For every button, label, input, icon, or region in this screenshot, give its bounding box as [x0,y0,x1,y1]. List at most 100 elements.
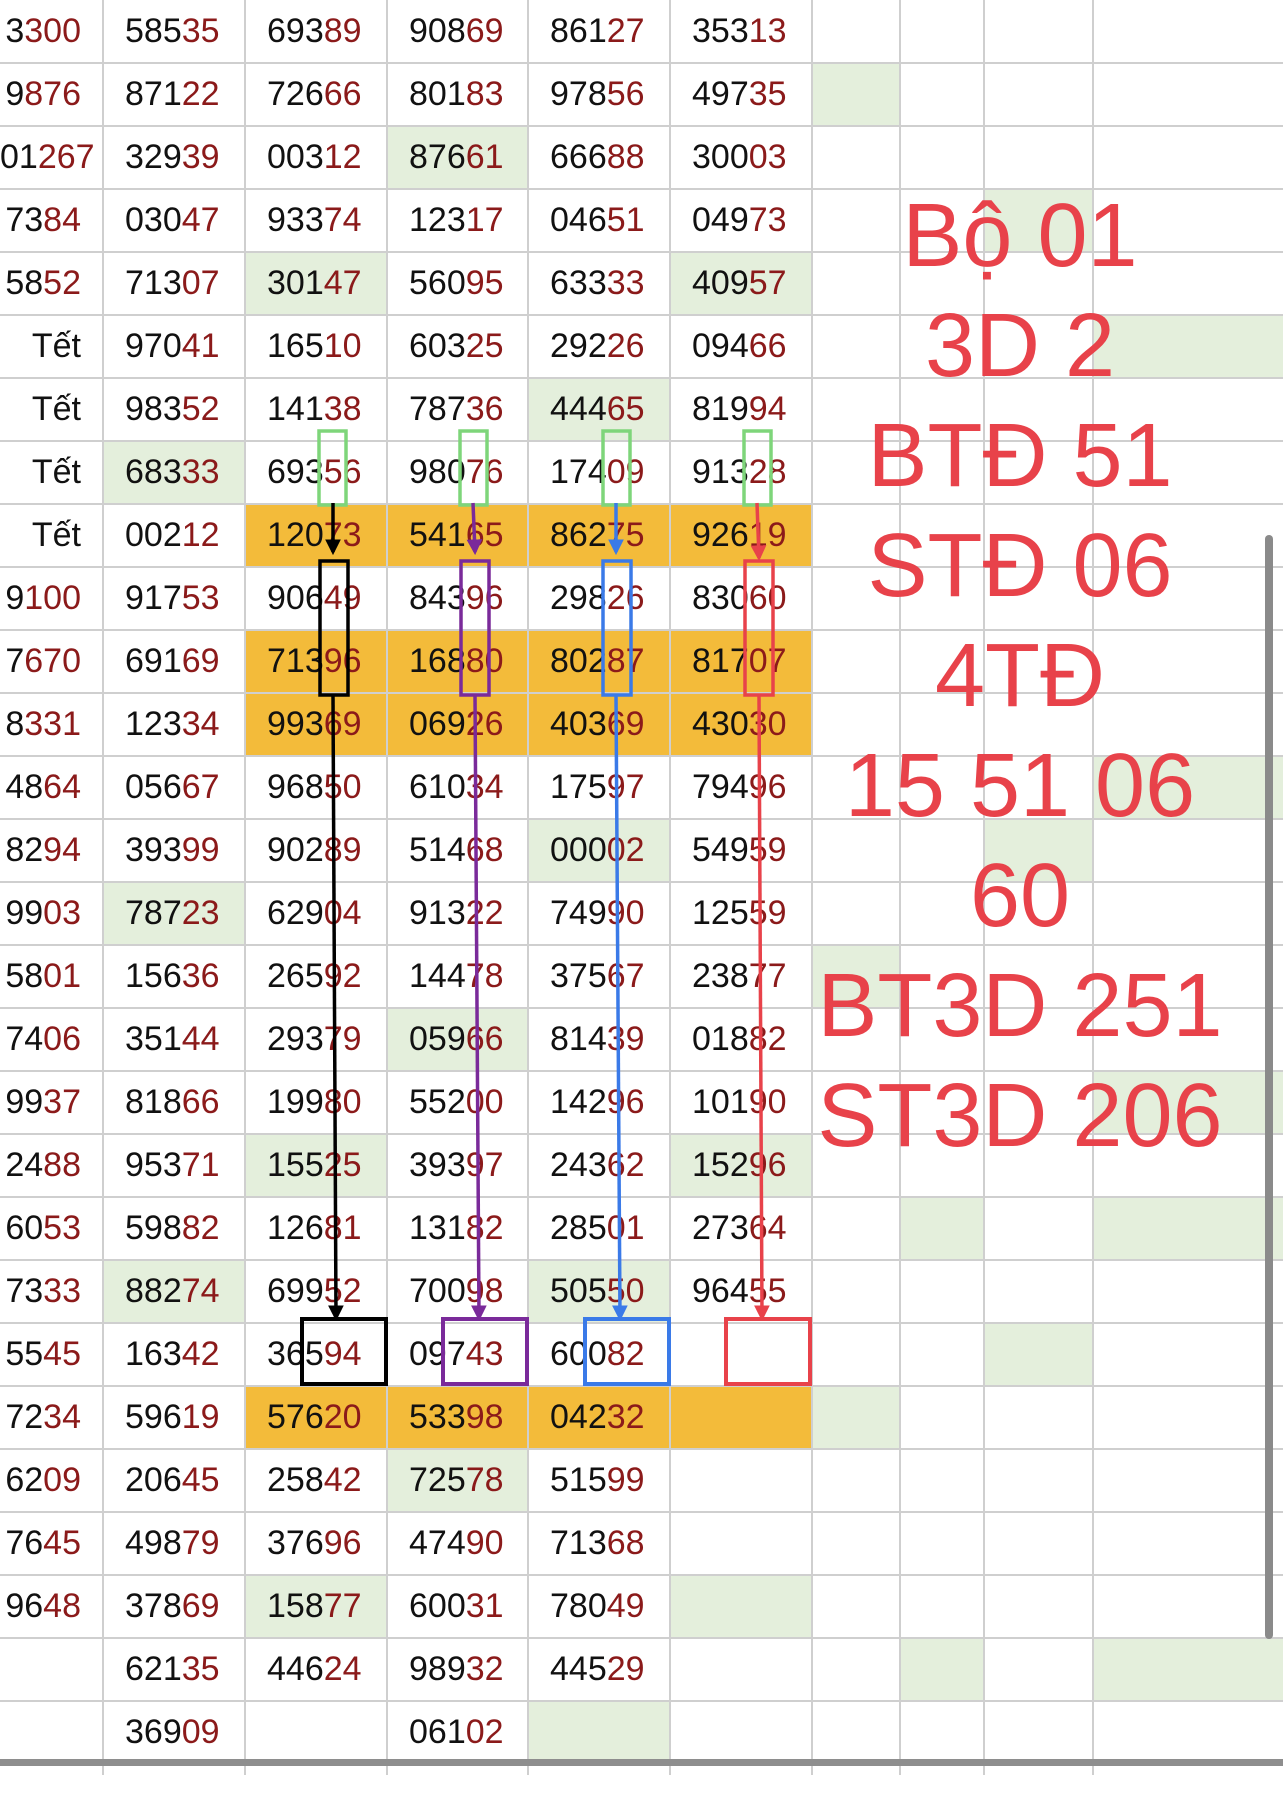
grid-cell[interactable]: 72578 [387,1449,528,1512]
grid-cell[interactable]: 69952 [245,1260,387,1323]
grid-cell[interactable]: 27364 [670,1197,812,1260]
grid-cell[interactable]: 37869 [103,1575,245,1638]
grid-cell[interactable]: 00002 [528,819,670,882]
grid-cell[interactable]: 17409 [528,441,670,504]
grid-cell[interactable]: 9937 [0,1071,103,1134]
grid-cell[interactable]: 7645 [0,1512,103,1575]
grid-cell[interactable]: Tết [0,315,103,378]
grid-cell[interactable]: 05966 [387,1008,528,1071]
grid-cell[interactable]: 12681 [245,1197,387,1260]
grid-cell[interactable]: 3300 [0,0,103,63]
grid-cell[interactable]: 90289 [245,819,387,882]
grid-cell[interactable]: 70098 [387,1260,528,1323]
grid-cell[interactable]: 19980 [245,1071,387,1134]
grid-cell[interactable] [812,945,900,1008]
grid-cell[interactable]: 81994 [670,378,812,441]
grid-cell[interactable]: 9100 [0,567,103,630]
grid-cell[interactable]: 47490 [387,1512,528,1575]
grid-cell[interactable] [1093,1197,1283,1260]
grid-cell[interactable]: 81439 [528,1008,670,1071]
grid-cell[interactable]: 44465 [528,378,670,441]
grid-cell[interactable]: Tết [0,441,103,504]
grid-cell[interactable]: 29379 [245,1008,387,1071]
grid-cell[interactable]: 80183 [387,63,528,126]
grid-cell[interactable]: 57620 [245,1386,387,1449]
grid-cell[interactable]: 60082 [528,1323,670,1386]
grid-cell[interactable]: 35313 [670,0,812,63]
grid-cell[interactable]: 69356 [245,441,387,504]
grid-cell[interactable] [812,63,900,126]
grid-cell[interactable]: 91322 [387,882,528,945]
grid-cell[interactable]: 17597 [528,756,670,819]
grid-cell[interactable]: 93374 [245,189,387,252]
grid-cell[interactable]: 58535 [103,0,245,63]
grid-cell[interactable]: 7234 [0,1386,103,1449]
grid-cell[interactable]: 63333 [528,252,670,315]
grid-cell[interactable]: 40369 [528,693,670,756]
grid-cell[interactable]: 95371 [103,1134,245,1197]
grid-cell[interactable]: 61034 [387,756,528,819]
grid-cell[interactable]: 81866 [103,1071,245,1134]
grid-cell[interactable]: 74990 [528,882,670,945]
grid-cell[interactable]: 59619 [103,1386,245,1449]
grid-cell[interactable]: 49879 [103,1512,245,1575]
grid-cell[interactable]: 04651 [528,189,670,252]
grid-cell[interactable]: 12317 [387,189,528,252]
grid-cell[interactable]: 87122 [103,63,245,126]
grid-cell[interactable]: 66688 [528,126,670,189]
grid-cell[interactable]: 24362 [528,1134,670,1197]
grid-cell[interactable]: 8294 [0,819,103,882]
grid-cell[interactable]: 4864 [0,756,103,819]
grid-cell[interactable]: 71368 [528,1512,670,1575]
grid-cell[interactable]: 6053 [0,1197,103,1260]
grid-cell[interactable]: 6209 [0,1449,103,1512]
grid-cell[interactable]: 69389 [245,0,387,63]
grid-cell[interactable]: 15877 [245,1575,387,1638]
grid-cell[interactable]: 37567 [528,945,670,1008]
grid-cell[interactable]: 8331 [0,693,103,756]
grid-cell[interactable] [984,189,1093,252]
grid-cell[interactable]: 98932 [387,1638,528,1701]
grid-cell[interactable]: 39397 [387,1134,528,1197]
grid-cell[interactable]: 14138 [245,378,387,441]
grid-cell[interactable]: 01882 [670,1008,812,1071]
grid-cell[interactable]: 06926 [387,693,528,756]
grid-cell[interactable] [984,819,1093,882]
grid-cell[interactable]: 55200 [387,1071,528,1134]
grid-cell[interactable]: 5545 [0,1323,103,1386]
grid-cell[interactable]: 43030 [670,693,812,756]
grid-cell[interactable]: 49735 [670,63,812,126]
grid-cell[interactable]: 25842 [245,1449,387,1512]
grid-cell[interactable]: 9876 [0,63,103,126]
grid-cell[interactable]: 04232 [528,1386,670,1449]
grid-cell[interactable]: 16880 [387,630,528,693]
grid-cell[interactable] [1093,1638,1283,1701]
grid-cell[interactable]: 59882 [103,1197,245,1260]
grid-cell[interactable] [528,1701,670,1764]
grid-cell[interactable]: 29826 [528,567,670,630]
grid-cell[interactable]: 90649 [245,567,387,630]
grid-cell[interactable]: 56095 [387,252,528,315]
grid-cell[interactable]: 06102 [387,1701,528,1764]
grid-cell[interactable]: 7333 [0,1260,103,1323]
grid-cell[interactable]: 97041 [103,315,245,378]
grid-cell[interactable]: 26592 [245,945,387,1008]
grid-cell[interactable]: 30003 [670,126,812,189]
grid-cell[interactable]: 62135 [103,1638,245,1701]
grid-cell[interactable]: 91328 [670,441,812,504]
grid-cell[interactable]: 98076 [387,441,528,504]
grid-cell[interactable] [1093,756,1283,819]
grid-cell[interactable]: 5801 [0,945,103,1008]
grid-cell[interactable]: 80287 [528,630,670,693]
grid-cell[interactable]: 60031 [387,1575,528,1638]
grid-cell[interactable]: 83060 [670,567,812,630]
grid-cell[interactable]: Tết [0,378,103,441]
grid-cell[interactable]: 16342 [103,1323,245,1386]
grid-cell[interactable]: 96455 [670,1260,812,1323]
grid-cell[interactable]: 2488 [0,1134,103,1197]
grid-cell[interactable]: 96850 [245,756,387,819]
grid-cell[interactable]: 98352 [103,378,245,441]
grid-cell[interactable] [670,1386,812,1449]
grid-cell[interactable]: 09743 [387,1323,528,1386]
grid-cell[interactable]: 81707 [670,630,812,693]
